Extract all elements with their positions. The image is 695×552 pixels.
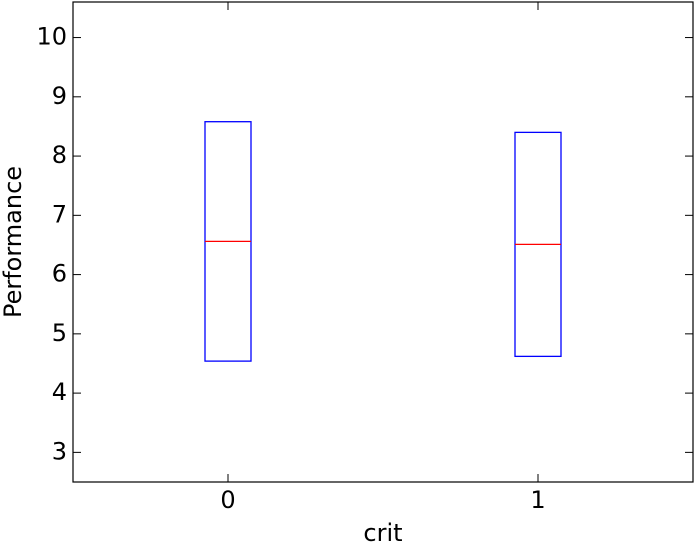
y-tick-label: 4 [52,378,67,406]
y-tick-label: 8 [52,141,67,169]
x-tick-label: 0 [220,486,235,514]
plot-frame [72,1,694,483]
x-axis-label: crit [363,519,402,547]
y-tick-label: 5 [52,319,67,347]
y-tick-label: 9 [52,82,67,110]
y-tick-label: 3 [52,437,67,465]
x-tick-label: 1 [530,486,545,514]
y-tick-label: 6 [52,260,67,288]
y-axis-label: Performance [0,166,27,318]
y-tick-label: 10 [36,23,67,51]
y-tick-label: 7 [52,200,67,228]
